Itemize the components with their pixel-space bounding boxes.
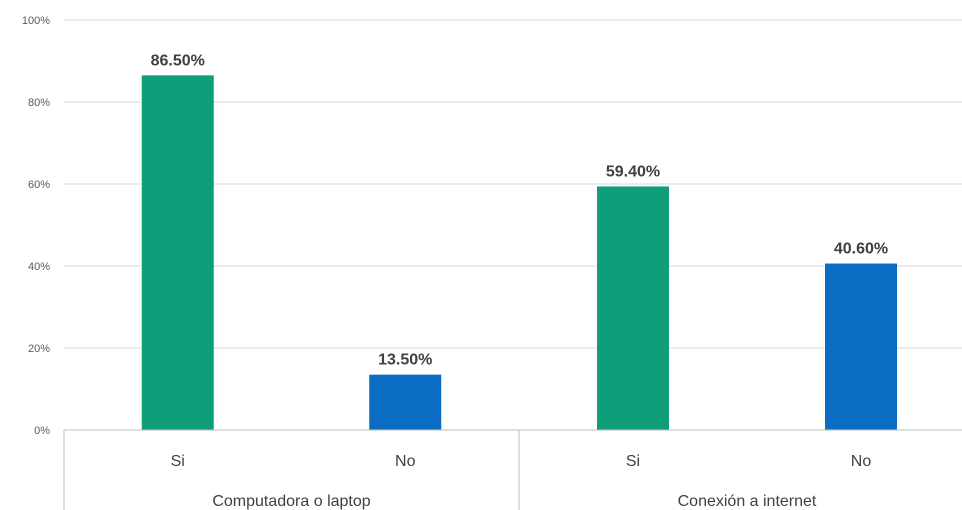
bars — [141, 75, 897, 430]
category-label: Si — [626, 453, 640, 470]
data-label: 86.50% — [151, 52, 205, 69]
x-axis: Si No Computadora o laptop Si No Conexión a i… — [63, 429, 962, 510]
bar-no — [369, 374, 442, 430]
data-labels: 86.50% 13.50% 59.40% 40.60% — [151, 52, 889, 368]
y-tick-label: 100% — [22, 15, 50, 27]
category-label: Si — [171, 453, 185, 470]
bar-si — [141, 75, 214, 430]
y-tick-label: 20% — [28, 343, 50, 355]
bar-si — [597, 186, 669, 430]
data-label: 13.50% — [378, 352, 432, 369]
y-tick-label: 80% — [28, 97, 50, 109]
y-tick-label: 40% — [28, 261, 50, 273]
bar-no — [825, 263, 897, 430]
y-tick-label: 60% — [28, 179, 50, 191]
group-label: Conexión a internet — [678, 493, 817, 510]
data-label: 59.40% — [606, 163, 660, 180]
group-label: Computadora o laptop — [212, 493, 370, 510]
category-label: No — [851, 453, 872, 470]
y-axis-ticks: 0% 20% 40% 60% 80% 100% — [22, 15, 50, 437]
y-tick-label: 0% — [34, 425, 50, 437]
category-label: No — [395, 453, 416, 470]
data-label: 40.60% — [834, 241, 888, 258]
